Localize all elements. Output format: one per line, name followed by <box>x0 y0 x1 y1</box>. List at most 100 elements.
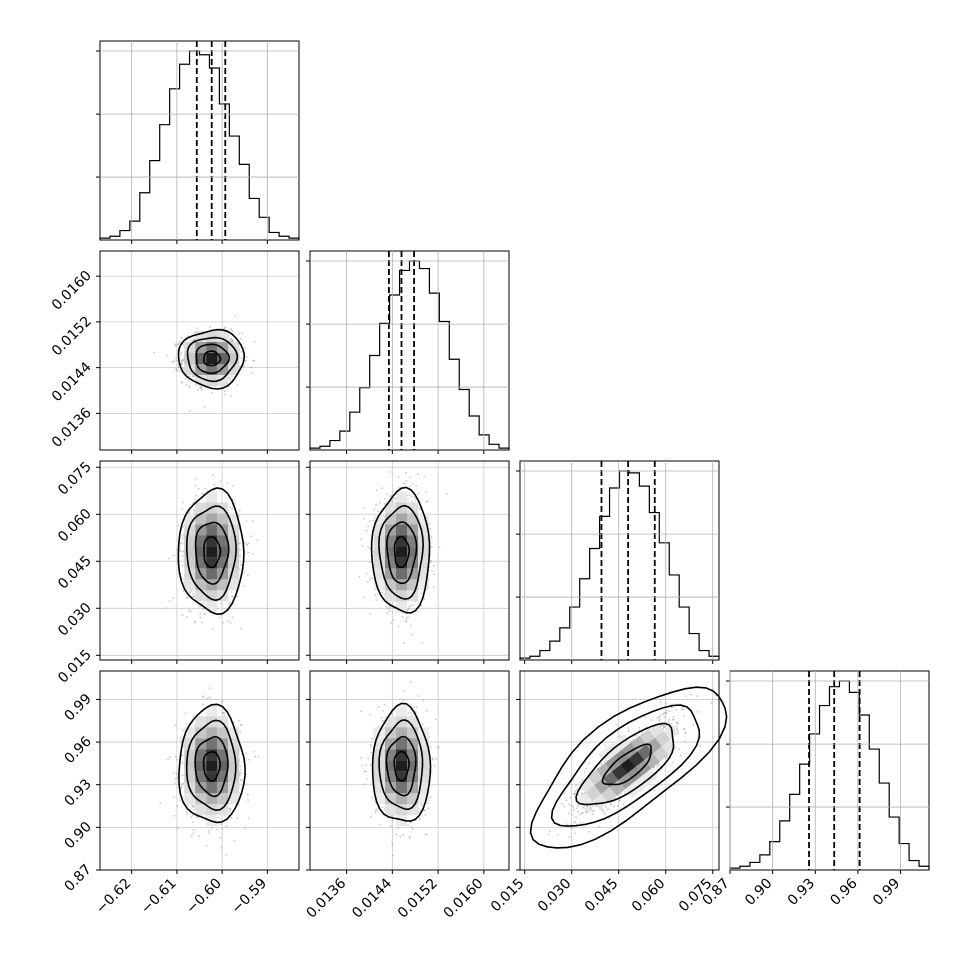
data-point <box>203 612 206 615</box>
data-point <box>204 487 207 490</box>
data-point <box>368 561 371 564</box>
data-point <box>403 699 406 702</box>
data-point <box>172 554 175 557</box>
data-point <box>202 607 205 610</box>
data-point <box>193 808 195 811</box>
data-point <box>433 564 436 567</box>
data-point <box>175 368 177 371</box>
data-point <box>410 625 413 627</box>
density-cell <box>373 524 385 536</box>
density-cell <box>217 749 229 761</box>
data-point <box>239 769 242 771</box>
data-point <box>230 395 233 398</box>
data-point <box>407 608 410 611</box>
data-point <box>182 533 185 536</box>
data-point <box>229 506 232 509</box>
data-point <box>188 511 191 514</box>
data-point <box>430 546 433 548</box>
data-point <box>194 499 197 502</box>
data-point <box>216 828 219 831</box>
data-point <box>245 520 248 522</box>
data-point <box>186 596 189 599</box>
density-cell <box>228 568 240 580</box>
data-point <box>389 606 392 609</box>
data-point <box>410 495 413 498</box>
density-cell <box>228 546 240 558</box>
density-cell <box>406 535 418 547</box>
data-point <box>377 510 379 513</box>
data-point <box>424 814 427 816</box>
density-cell <box>217 727 229 739</box>
data-point <box>177 343 180 346</box>
data-point <box>414 498 417 501</box>
data-point <box>192 375 195 377</box>
data-point <box>221 700 224 702</box>
data-point <box>199 612 202 615</box>
density-cell <box>195 579 207 591</box>
data-point <box>179 542 182 545</box>
density-cell <box>195 804 207 816</box>
data-point <box>220 823 223 825</box>
contour-2 <box>185 505 237 602</box>
density-cell <box>184 749 196 761</box>
density-cell <box>206 331 218 343</box>
density-cell <box>395 513 407 525</box>
data-point <box>407 498 409 501</box>
density-cell <box>228 353 240 365</box>
density-cell <box>228 793 240 805</box>
density-cell <box>206 793 218 805</box>
density-cell <box>184 342 196 354</box>
histogram-series-0 <box>99 50 300 240</box>
data-point <box>253 340 256 343</box>
density-cell <box>195 524 207 536</box>
data-point <box>380 487 383 490</box>
data-point <box>403 642 405 645</box>
density-cell <box>417 513 429 525</box>
density-cell <box>206 804 218 816</box>
contour-3 <box>370 486 431 614</box>
density-cell <box>417 524 429 536</box>
data-point <box>153 351 156 354</box>
data-point <box>417 473 419 476</box>
contour-3 <box>177 328 245 390</box>
data-point <box>238 333 241 335</box>
data-point <box>230 337 232 340</box>
data-point <box>417 695 420 697</box>
data-point <box>204 613 207 616</box>
data-point <box>232 499 235 502</box>
density-cell <box>406 513 418 525</box>
data-point <box>371 576 374 579</box>
data-point <box>430 535 433 538</box>
data-point <box>383 593 386 595</box>
density-cell <box>184 579 196 591</box>
data-point <box>223 814 226 817</box>
data-point <box>423 597 425 600</box>
data-point <box>181 508 184 510</box>
data-point <box>179 736 182 739</box>
data-point <box>182 501 184 504</box>
density-cell <box>217 364 229 376</box>
data-point <box>220 846 223 849</box>
data-point <box>229 811 231 813</box>
data-point <box>192 508 195 511</box>
data-point <box>241 332 244 335</box>
data-point <box>189 592 192 594</box>
data-point <box>176 548 179 551</box>
data-point <box>188 385 191 388</box>
data-point <box>392 618 395 621</box>
data-point <box>405 620 408 622</box>
data-point <box>429 561 432 563</box>
density-cell <box>217 513 229 525</box>
density-cell <box>217 579 229 591</box>
hist-panel-3 <box>726 670 930 871</box>
density-cell <box>206 782 218 794</box>
data-point <box>175 357 177 359</box>
density-cell <box>195 782 207 794</box>
data-point <box>412 604 415 606</box>
contour-2 <box>185 719 237 812</box>
data-point <box>223 393 226 396</box>
data-point <box>231 339 233 341</box>
data-point <box>224 326 226 329</box>
data-point <box>239 730 242 733</box>
